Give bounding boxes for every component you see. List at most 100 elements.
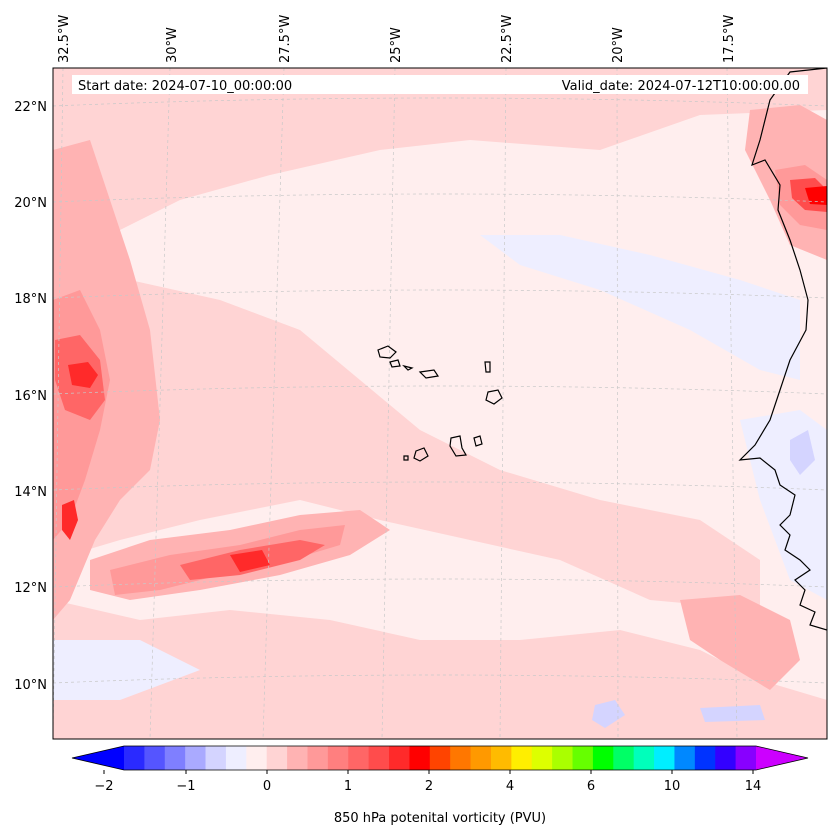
lat-label: 14°N xyxy=(14,485,47,500)
start-date-label: Start date: 2024-07-10_00:00:00 xyxy=(78,79,292,94)
map-frame xyxy=(52,67,828,740)
colorbar-segment xyxy=(490,746,512,770)
meridian xyxy=(149,68,171,739)
latitude-labels: 22°N 20°N 18°N 16°N 14°N 12°N 10°N xyxy=(14,100,47,693)
longitude-labels: 32.5°W 30°W 27.5°W 25°W 22.5°W 20°W 17.5… xyxy=(57,15,737,63)
lon-label: 22.5°W xyxy=(500,15,515,63)
lon-label: 27.5°W xyxy=(278,15,293,63)
lon-label: 17.5°W xyxy=(722,15,737,63)
parallel xyxy=(53,289,827,299)
colorbar-segment xyxy=(654,746,675,770)
colorbar-extend-low xyxy=(72,746,124,770)
pv-max xyxy=(805,186,827,205)
colorbar-segment xyxy=(368,746,390,770)
colorbar-title: 850 hPa potenital vorticity (PVU) xyxy=(334,811,546,826)
pv-negative-patch xyxy=(592,700,625,728)
colorbar-segment xyxy=(450,746,471,770)
colorbar-segment xyxy=(225,746,247,770)
lon-label: 25°W xyxy=(389,27,404,63)
colorbar-segment xyxy=(470,746,492,770)
cape-verde-island xyxy=(473,435,483,447)
pv-band-medium xyxy=(680,595,800,690)
colorbar-tick-label: 1 xyxy=(344,779,352,794)
lon-label: 20°W xyxy=(611,27,626,63)
cape-verde-island xyxy=(413,447,429,462)
colorbar-tick-label: −2 xyxy=(94,779,113,794)
lat-label: 22°N xyxy=(14,100,47,115)
meridian xyxy=(262,68,285,739)
colorbar-segment xyxy=(389,746,410,770)
colorbar-extend-high xyxy=(756,746,808,770)
colorbar-segment xyxy=(409,746,431,770)
parallel xyxy=(53,674,827,684)
colorbar-segment xyxy=(327,746,349,770)
valid-date-label: Valid_date: 2024-07-12T10:00:00.00 xyxy=(562,79,800,94)
pv-field xyxy=(53,68,827,739)
colorbar-segment xyxy=(144,746,166,770)
colorbar-segment xyxy=(124,746,145,770)
cape-verde-island xyxy=(484,361,491,373)
pv-band-light-south xyxy=(53,600,827,739)
colorbar-segment xyxy=(185,746,206,770)
pv-max xyxy=(62,500,78,540)
pv-negative-patch xyxy=(700,705,765,722)
colorbar-segment xyxy=(552,746,573,770)
lon-label: 32.5°W xyxy=(57,15,72,63)
africa-coastline xyxy=(738,68,827,631)
colorbar-outline xyxy=(71,745,809,771)
colorbar-segment xyxy=(735,746,757,770)
colorbar-tick-label: 14 xyxy=(745,779,762,794)
pv-negative-patch xyxy=(53,640,200,700)
colorbar-tick-label: 10 xyxy=(664,779,681,794)
lat-label: 16°N xyxy=(14,389,47,404)
colorbar-segment xyxy=(266,746,288,770)
parallel xyxy=(53,193,827,203)
parallel xyxy=(53,385,827,395)
lon-label: 30°W xyxy=(165,27,180,63)
colorbar-tick-label: 4 xyxy=(506,779,514,794)
meridian xyxy=(616,68,619,739)
parallel xyxy=(53,481,827,491)
colorbar-segment xyxy=(429,746,451,770)
colorbar-segment xyxy=(511,746,533,770)
colorbar-segment xyxy=(164,746,186,770)
colorbar-segment xyxy=(715,746,737,770)
colorbar-tick-label: −1 xyxy=(176,779,195,794)
pv-band-light-mid xyxy=(53,280,760,610)
colorbar-ticks: −2 −1 0 1 2 4 6 10 14 xyxy=(94,770,761,794)
colorbar-segment xyxy=(531,746,553,770)
cape-verde-island xyxy=(377,345,397,359)
cape-verde-island xyxy=(389,359,401,368)
colorbar-segment xyxy=(694,746,716,770)
colorbar-segment xyxy=(592,746,614,770)
meridian xyxy=(53,68,64,739)
colorbar xyxy=(71,745,809,771)
meridian xyxy=(381,68,396,739)
cape-verde-island xyxy=(402,364,414,371)
lat-label: 12°N xyxy=(14,581,47,596)
pv-band-light xyxy=(53,68,827,260)
cape-verde-island xyxy=(403,455,409,461)
colorbar-segment xyxy=(613,746,635,770)
colorbar-segment xyxy=(205,746,227,770)
colorbar-tick-label: 6 xyxy=(587,779,595,794)
colorbar-tick-label: 0 xyxy=(263,779,271,794)
pv-negative-patch xyxy=(480,235,800,380)
date-banner xyxy=(72,75,808,94)
colorbar-segment xyxy=(307,746,329,770)
pv-negative-patch xyxy=(790,430,815,475)
lat-label: 20°N xyxy=(14,196,47,211)
colorbar-segment xyxy=(287,746,308,770)
pv-max xyxy=(230,550,270,572)
colorbar-segment xyxy=(674,746,696,770)
coastlines xyxy=(377,68,827,631)
parallel xyxy=(53,97,827,107)
lat-label: 10°N xyxy=(14,678,47,693)
colorbar-segment xyxy=(572,746,594,770)
colorbar-tick-label: 2 xyxy=(425,779,433,794)
colorbar-segment xyxy=(633,746,655,770)
colorbar-segment xyxy=(348,746,370,770)
cape-verde-island xyxy=(485,389,503,405)
colorbar-segment xyxy=(246,746,268,770)
